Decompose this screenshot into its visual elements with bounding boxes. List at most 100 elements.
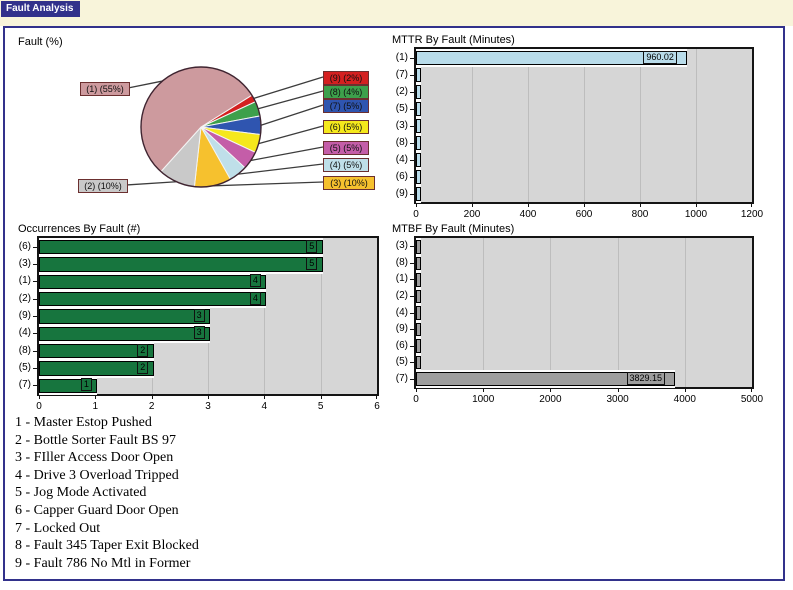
y-axis-tick [410,142,414,144]
y-axis-tick [410,246,414,248]
pie-label-5: (5) (5%) [323,141,369,155]
y-axis-category-label: (4) [18,327,31,339]
legend-item: 4 - Drive 3 Overload Tripped [15,467,179,483]
gridline [550,238,552,387]
x-axis-tick [320,394,322,399]
x-axis-tick [684,387,686,392]
bar-value-label: 4 [249,291,261,305]
pie-leader-line [250,146,324,162]
bar-value-label: 3 [193,309,205,322]
bar-2 [416,289,421,304]
x-axis-tick [640,202,641,207]
y-axis-category-label: (1) [395,273,408,285]
pie-outline [140,66,262,188]
pie-label-6: (6) (5%) [323,120,369,134]
y-axis-tick [410,378,414,380]
legend-item: 8 - Fault 345 Taper Exit Blocked [15,538,199,554]
y-axis-tick [410,312,414,314]
y-axis-tick [410,345,414,347]
y-axis-category-label: (3) [18,258,31,269]
x-axis-tick [39,394,40,399]
y-axis-category-label: (7) [395,372,408,384]
y-axis-category-label: (6) [18,240,31,252]
gridline [584,49,585,202]
x-axis-tick [95,394,97,399]
y-axis-tick [410,91,414,93]
x-axis-label: 2000 [539,394,562,405]
x-axis-label: 4000 [673,394,696,405]
y-axis-tick [410,279,414,281]
bar-6 [416,170,421,184]
x-axis-label: 200 [463,209,481,220]
bar-3 [416,240,421,254]
x-axis-tick [751,387,752,392]
x-axis-label: 6 [374,401,380,412]
y-axis-category-label: (9) [18,310,31,321]
bar-value-label: 2 [137,361,149,374]
bar-8 [39,344,154,359]
y-axis-tick [33,350,37,352]
bar-1 [39,274,267,289]
legend-item: 9 - Fault 786 No Mtl in Former [15,555,191,571]
pie-label-7: (7) (5%) [323,99,369,113]
y-axis-category-label: (7) [395,68,408,80]
bar-8 [416,136,421,150]
x-axis-label: 800 [631,209,649,220]
legend-item: 5 - Jog Mode Activated [15,485,147,501]
bar-1 [416,51,687,65]
gridline [696,49,697,202]
x-axis-tick [617,387,619,392]
mttr-plot-area: 0 200 400 600 800 1000 1200 (1) 960.02 (7) (2) (5) (… [396,47,763,220]
x-axis-tick [550,387,552,392]
legend-item: 3 - FIller Access Door Open [15,450,174,466]
y-axis-category-label: (2) [18,292,31,304]
x-axis-label: 600 [575,209,593,220]
x-axis-tick [264,394,266,399]
y-axis-category-label: (5) [395,356,408,368]
y-axis-category-label: (4) [395,153,408,165]
x-axis-label: 3000 [606,394,629,405]
bar-value-label: 1 [80,378,92,392]
gridline [640,49,641,202]
pie-leader-line [212,181,324,187]
bar-value-label: 5 [306,239,318,253]
bar-2 [416,85,421,99]
y-axis-category-label: (6) [395,339,408,351]
bar-4 [416,153,421,167]
pie-chart-title: Fault (%) [18,36,63,48]
x-axis-tick [416,387,417,392]
fault-analysis-tab[interactable]: Fault Analysis [1,1,81,17]
x-axis-label: 1000 [472,394,495,405]
y-axis-category-label: (9) [395,187,408,199]
y-axis-tick [410,329,414,331]
y-axis-category-label: (1) [395,51,408,63]
gridline [684,238,686,387]
occurrences-chart-title: Occurrences By Fault (#) [18,223,141,235]
y-axis-category-label: (2) [395,85,408,97]
gridline [264,238,266,394]
gridline [472,49,473,202]
x-axis-tick [376,394,377,399]
y-axis-tick [410,108,414,110]
mtbf-chart-title: MTBF By Fault (Minutes) [392,223,515,235]
y-axis-category-label: (9) [395,323,408,335]
y-axis-tick [33,368,37,369]
y-axis-category-label: (4) [395,306,408,318]
fault-legend: 1 - Master Estop Pushed 2 - Bottle Sorte… [15,414,199,572]
pie-leader-line [238,163,324,175]
pie-label-1: (1) (55%) [80,82,130,96]
pie-svg [125,66,324,188]
x-axis-label: 0 [413,209,419,220]
x-axis-tick [528,202,529,207]
bar-6 [39,240,323,255]
y-axis-category-label: (3) [395,119,408,131]
bar-2 [39,292,267,307]
bar-9 [39,309,210,324]
y-axis-category-label: (8) [395,136,408,148]
x-axis-label: 1000 [684,209,708,220]
y-axis-category-label: (5) [18,362,31,373]
x-axis-tick [751,202,752,207]
x-axis-tick [416,202,417,207]
y-axis-tick [410,125,414,127]
